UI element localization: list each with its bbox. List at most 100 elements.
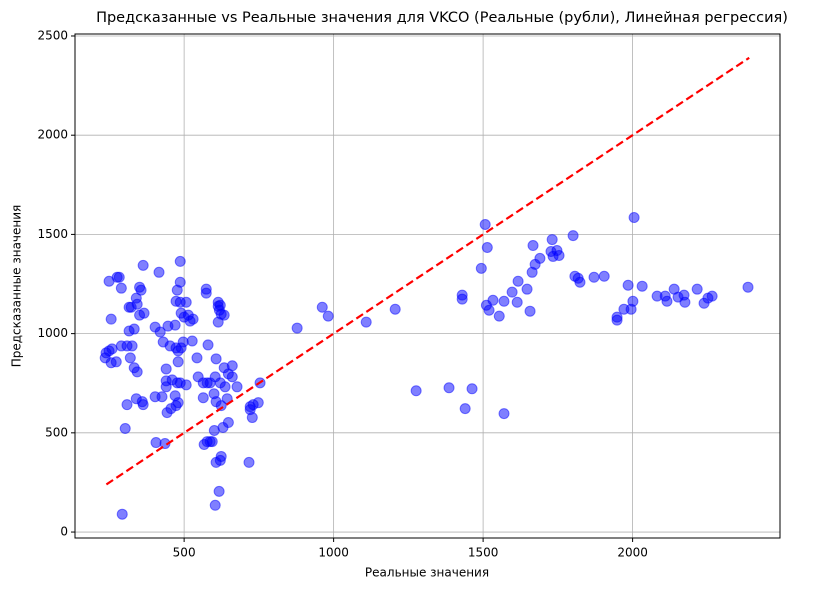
y-tick-label: 2000 [37,128,68,142]
point [493,310,505,322]
point [209,499,221,511]
chart-title: Предсказанные vs Реальные значения для V… [96,10,788,26]
point [137,259,149,271]
point [119,422,131,434]
x-tick-label: 1500 [468,546,499,560]
point [191,352,203,364]
point [115,282,127,294]
y-tick-label: 1000 [37,326,68,340]
x-tick-label: 500 [173,546,196,560]
point [212,316,224,328]
point [123,325,135,337]
point [231,381,243,393]
y-tick-label: 1500 [37,227,68,241]
point [456,293,468,305]
point [244,401,256,413]
point [691,283,703,295]
point [628,212,640,224]
point [243,456,255,468]
point [171,284,183,296]
point [210,456,222,468]
point [150,437,162,449]
point [360,316,372,328]
point [219,381,231,393]
point [197,392,209,404]
point [598,270,610,282]
y-tick-label: 2500 [37,28,68,42]
point [246,412,258,424]
y-axis-label: Предсказанные значения [10,205,24,368]
point [110,356,122,368]
point [546,234,558,246]
point [111,271,123,283]
point [99,352,111,364]
plot-frame [74,33,781,539]
point [172,356,184,368]
point [153,266,165,278]
point [137,399,149,411]
point [588,271,600,283]
point [105,313,117,325]
point [160,363,172,375]
point [498,295,510,307]
point [174,255,186,267]
point [202,339,214,351]
point [124,352,136,364]
point [130,292,142,304]
point [222,368,234,380]
point [135,284,147,296]
point [213,485,225,497]
point [149,391,161,403]
point [481,242,493,254]
point [180,296,192,308]
point [679,296,691,308]
point [475,262,487,274]
point [553,249,565,261]
point [187,313,199,325]
reference-line [105,56,750,486]
point [106,343,118,355]
point [410,385,422,397]
point [169,319,181,331]
point [389,303,401,315]
point [661,295,673,307]
x-axis-label: Реальные значения [365,566,489,580]
point [483,304,495,316]
x-tick-label: 2000 [617,546,648,560]
point [574,276,586,288]
point [567,230,579,242]
point [217,421,229,433]
point [487,294,499,306]
point [210,353,222,365]
point [138,307,150,319]
x-tick-label: 1000 [318,546,349,560]
point [154,326,166,338]
point [131,366,143,378]
point [534,252,546,264]
point [636,280,648,292]
point [498,408,510,420]
point [126,340,138,352]
point [511,296,523,308]
point [291,322,303,334]
point [121,399,133,411]
point [622,279,634,291]
point [512,275,524,287]
point [443,382,455,394]
point [742,281,754,293]
point [316,301,328,313]
point [177,336,189,348]
point [200,287,212,299]
point [524,305,536,317]
point [160,381,172,393]
y-tick-label: 500 [45,425,68,439]
point [466,383,478,395]
point [161,407,173,419]
point [180,379,192,391]
point [506,286,518,298]
point [527,240,539,252]
point [171,377,183,389]
point [210,396,222,408]
point [479,218,491,230]
